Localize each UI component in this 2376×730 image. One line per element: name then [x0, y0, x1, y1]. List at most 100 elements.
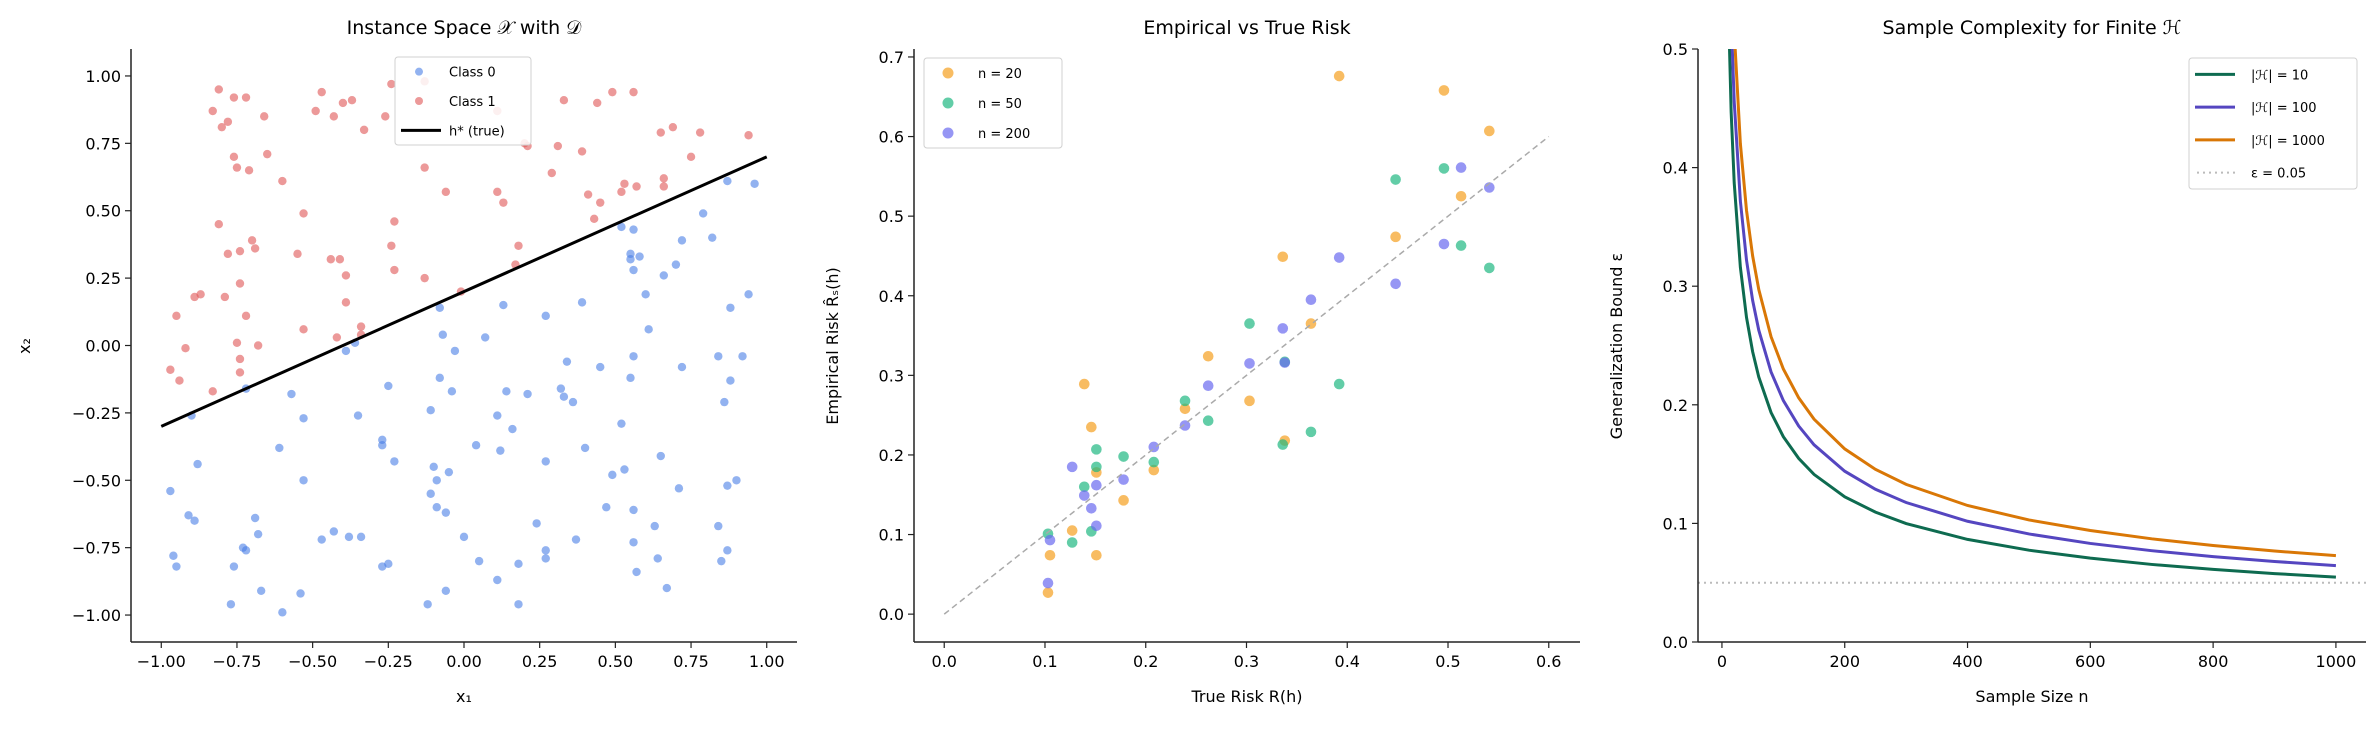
data-point: [256, 586, 266, 595]
data-point: [698, 209, 708, 218]
data-point: [329, 527, 339, 536]
data-point: [378, 441, 387, 450]
data-point: [720, 397, 729, 407]
data-point: [562, 357, 572, 366]
data-point: [620, 465, 629, 474]
data-point: [1148, 456, 1160, 468]
data-point: [1118, 474, 1129, 485]
data-point: [444, 467, 454, 477]
data-point: [1202, 415, 1214, 427]
data-point: [629, 225, 638, 234]
legend-label: |ℋ| = 10: [2251, 68, 2308, 83]
legend-marker: [415, 97, 423, 105]
data-point: [744, 131, 753, 140]
data-point: [708, 233, 717, 242]
legend-marker: [942, 127, 954, 139]
data-point: [214, 85, 223, 94]
x-tick-label: −0.25: [364, 652, 413, 671]
panel2-ylabel: Empirical Risk R̂ₛ(h): [823, 267, 842, 424]
data-point: [241, 93, 251, 102]
data-point: [1078, 490, 1090, 501]
plots-layer: −1.00 −0.75 −0.50 −0.25 0.00 0.25 0.50 0.75 1.00…: [72, 40, 2366, 671]
data-point: [662, 583, 672, 593]
data-point: [629, 265, 638, 275]
y-tick-label: −0.75: [72, 539, 121, 558]
data-point: [1078, 481, 1090, 493]
data-point: [1244, 395, 1255, 407]
data-point: [626, 373, 635, 383]
data-point: [738, 352, 747, 361]
data-point: [471, 441, 481, 450]
data-point: [220, 292, 230, 302]
y-tick-label: 0.0: [879, 605, 904, 624]
data-point: [514, 600, 523, 609]
x-tick-label: 600: [2075, 652, 2106, 671]
data-point: [423, 600, 432, 609]
data-point: [608, 470, 617, 480]
data-point: [541, 311, 550, 321]
data-point: [172, 562, 181, 571]
data-point: [1091, 444, 1102, 455]
data-point: [296, 589, 305, 598]
data-point: [723, 481, 732, 490]
data-point: [429, 462, 438, 471]
data-point: [208, 387, 217, 396]
x-tick-label: 0.3: [1234, 652, 1259, 671]
data-point: [629, 505, 638, 515]
data-point: [332, 333, 342, 342]
data-point: [632, 567, 641, 577]
data-point: [577, 147, 587, 156]
data-point: [299, 209, 308, 218]
data-point: [1455, 190, 1467, 202]
panel3-xlabel: Sample Size n: [1975, 687, 2088, 706]
data-point: [659, 174, 668, 183]
y-tick-label: −1.00: [72, 606, 121, 625]
y-tick-label: −0.50: [72, 471, 121, 490]
y-tick-label: 0.1: [1663, 514, 1688, 533]
data-point: [235, 246, 245, 256]
data-point: [293, 249, 302, 259]
true-hypothesis-line: [160, 155, 768, 428]
data-point: [384, 381, 393, 391]
data-point: [568, 397, 578, 407]
y-tick-label: 0.50: [85, 202, 121, 221]
data-point: [435, 373, 444, 383]
data-point: [1333, 252, 1345, 263]
panel-1: −1.00 −0.75 −0.50 −0.25 0.00 0.25 0.50 0.75 1.00…: [72, 49, 797, 671]
data-point: [723, 176, 732, 186]
data-point: [426, 405, 435, 415]
data-point: [278, 176, 287, 186]
data-point: [1044, 549, 1056, 561]
legend: |ℋ| = 10 |ℋ| = 100 |ℋ| = 1000 ε = 0.05: [2188, 57, 2358, 190]
panel1-title: Instance Space 𝒳 with 𝒟: [347, 17, 583, 39]
data-point: [1484, 262, 1495, 274]
x-tick-label: 200: [1829, 652, 1860, 671]
data-point: [426, 489, 435, 498]
data-point: [1078, 378, 1090, 390]
data-point: [1277, 251, 1289, 263]
panel-3: 0 200 400 600 800 1000 0.0 0.1 0.2 0.3 0.4 0.5 |ℋ| =…: [1663, 40, 2366, 671]
data-point: [732, 476, 741, 485]
data-point: [441, 508, 451, 517]
data-point: [1244, 318, 1255, 329]
data-point: [1277, 439, 1289, 450]
data-point: [1333, 378, 1345, 390]
data-point: [229, 152, 239, 162]
identity-reference-line: [943, 135, 1550, 615]
legend-box: [923, 57, 1063, 149]
data-point: [508, 424, 517, 434]
data-point: [447, 387, 457, 396]
y-tick-label: 0.1: [879, 526, 904, 545]
data-point: [580, 443, 590, 453]
x-tick-label: 0.5: [1435, 652, 1460, 671]
data-point: [1148, 441, 1160, 453]
data-point: [714, 521, 723, 531]
data-point: [356, 532, 366, 542]
data-point: [311, 106, 320, 116]
data-point: [493, 411, 502, 420]
data-point: [232, 338, 242, 348]
data-point: [726, 376, 735, 385]
data-point: [1438, 163, 1450, 174]
legend-label: |ℋ| = 100: [2251, 101, 2317, 116]
